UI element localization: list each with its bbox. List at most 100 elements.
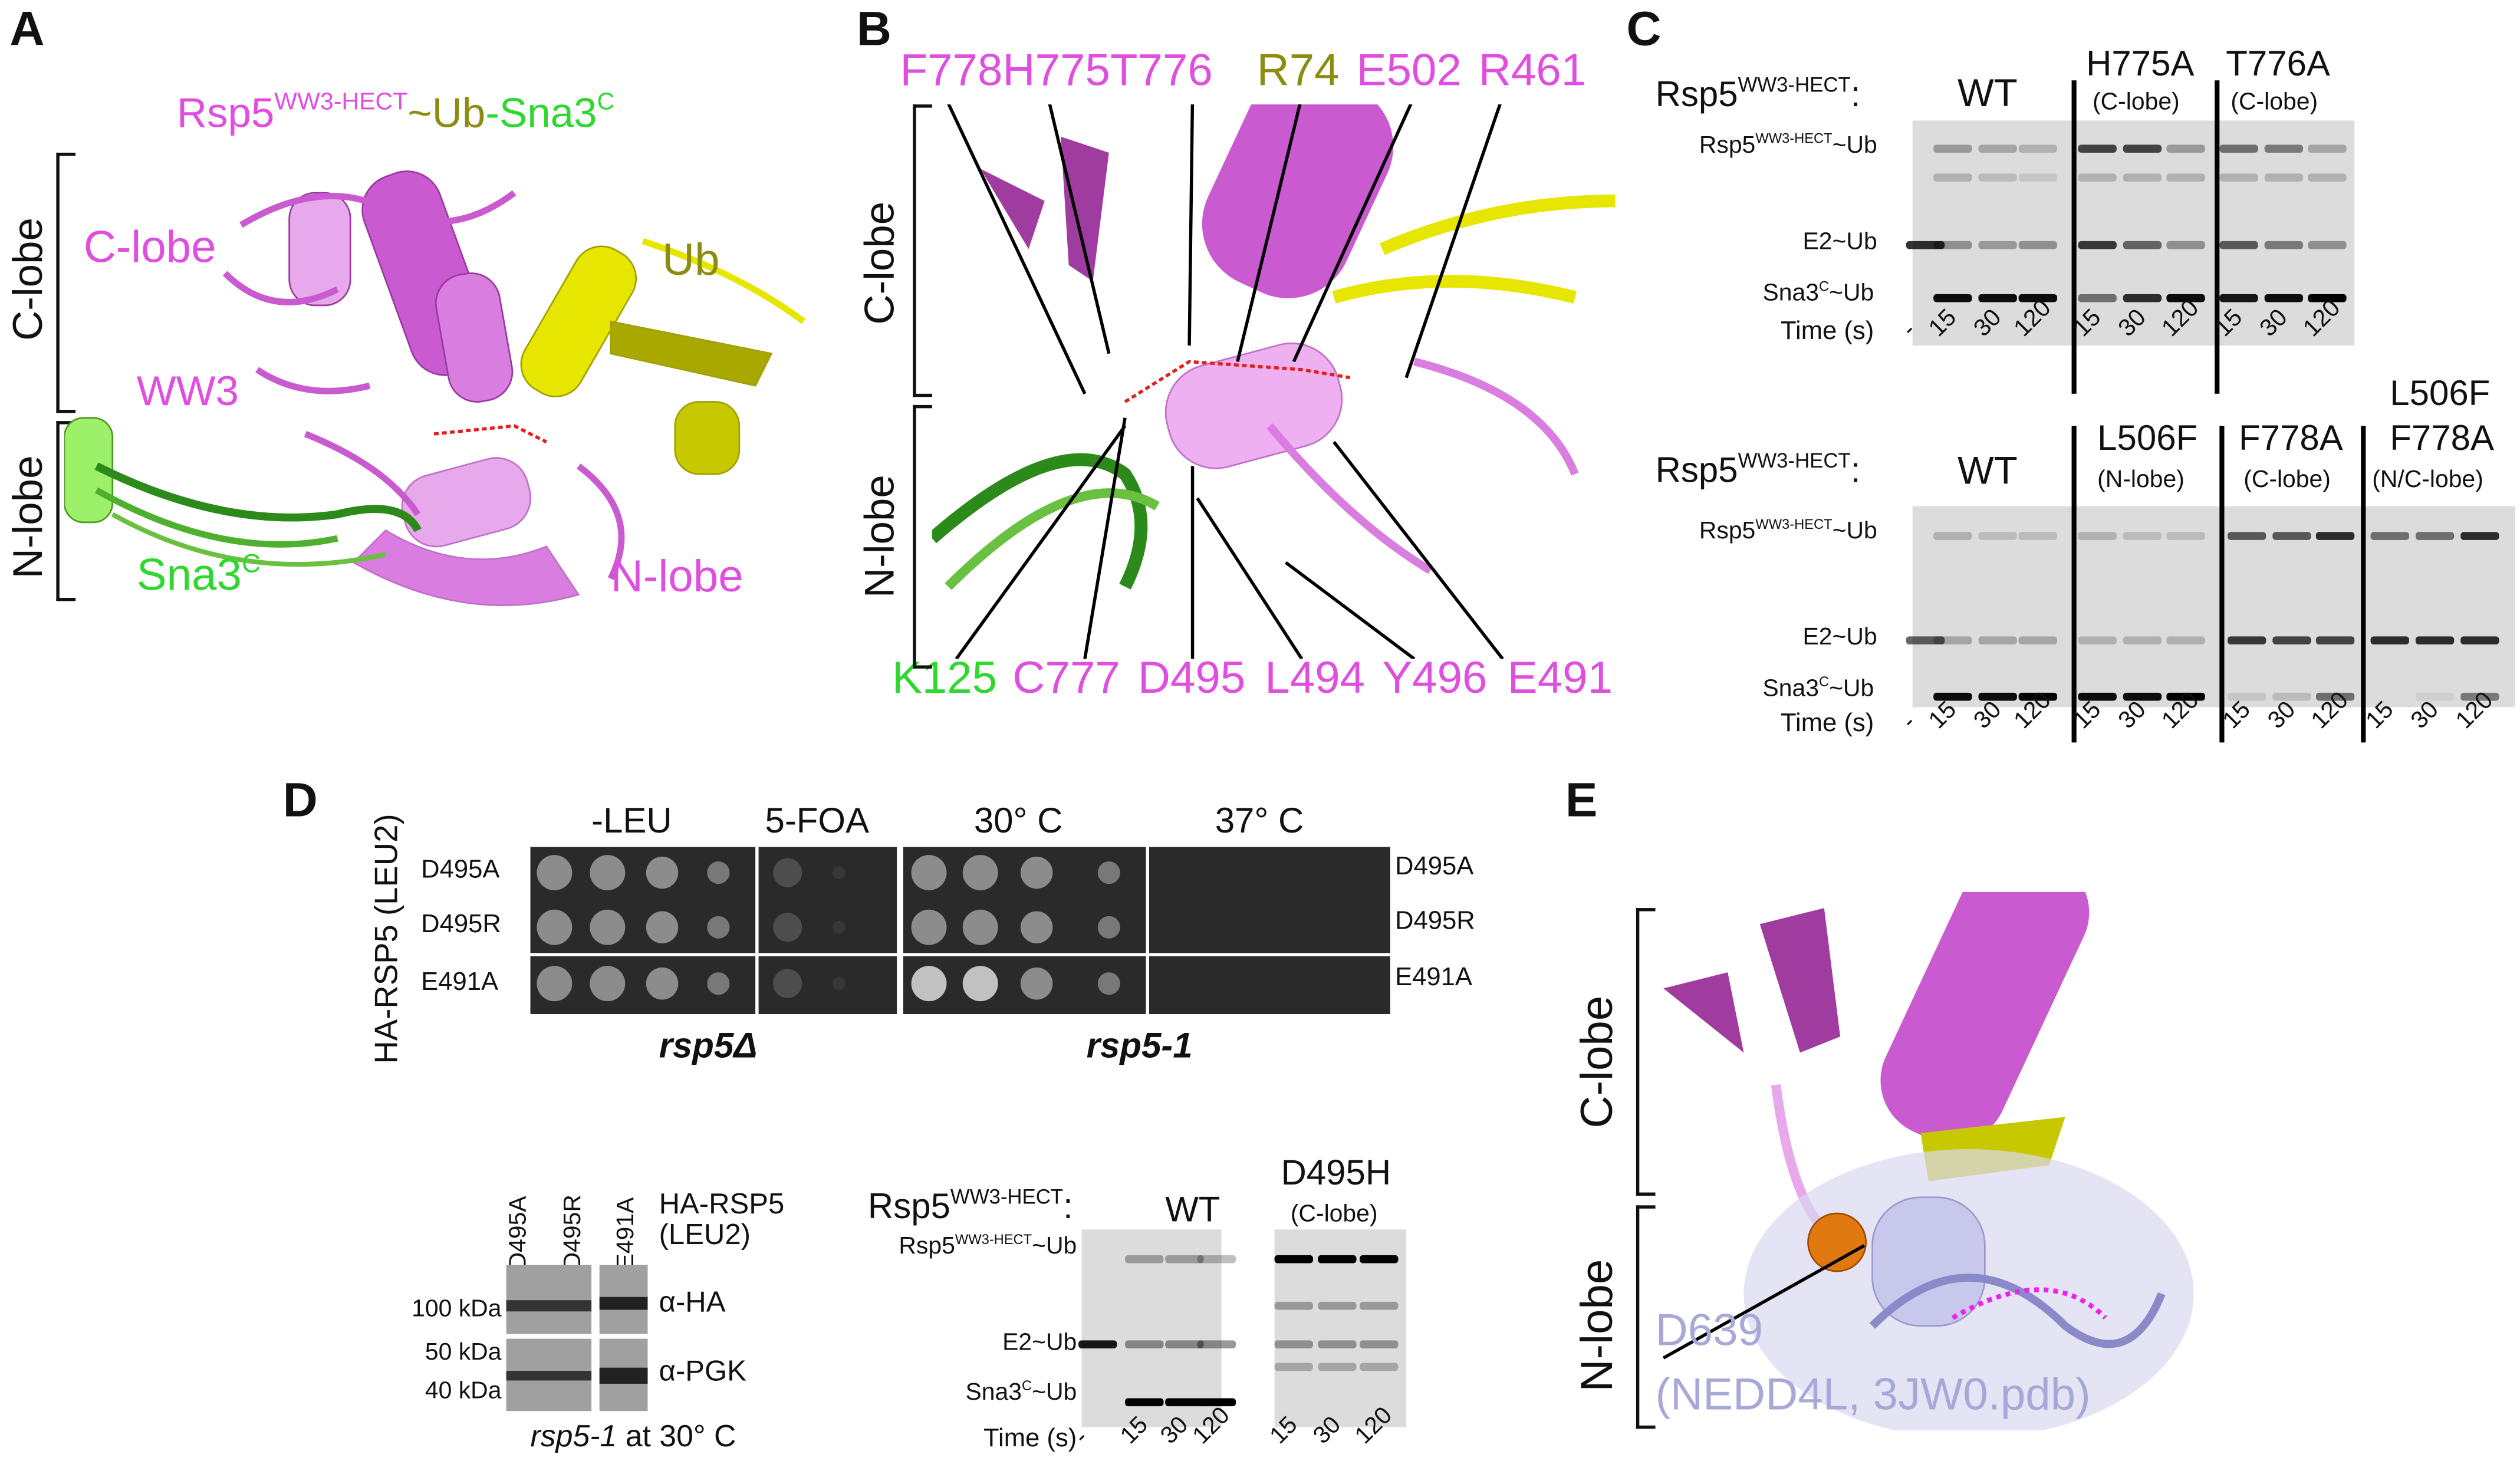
condition-37c: 37° C [1215,800,1304,841]
gel-band [1318,1363,1357,1371]
e-c-lobe-label: C-lobe [1571,995,1622,1128]
gel2-group-f778a: F778A [2239,417,2343,458]
gel-band [2315,636,2355,645]
title-sna3-sup: C [597,89,615,117]
gel-band [2415,692,2455,701]
gel1-row-e2: E2~Ub [1802,228,1877,256]
condition-5foa: 5-FOA [765,800,870,841]
gel-band [2370,532,2409,540]
strain-right-e491a: E491A [1394,964,1472,992]
yeast-spot [537,909,573,945]
yeast-spot [962,855,998,891]
gel-band [1318,1255,1357,1264]
gel-band [2415,636,2455,645]
blot-pgk-left [506,1338,592,1412]
gel-band [1978,173,2017,182]
gel-band [2018,173,2058,182]
gel2-group-double-line1: L506F [2390,373,2491,413]
gel-band [2219,241,2258,249]
yeast-spot [1097,861,1120,884]
gel-band [2460,692,2499,701]
gel-band [2018,692,2058,701]
panel-c-letter: C [1626,3,1662,57]
strain-right-d495r: D495R [1394,908,1475,936]
row-sup: C [1022,1377,1032,1394]
gel-band [2123,241,2162,249]
row-tail: ~Ub [1032,1232,1077,1261]
residue-t776: T776 [1110,45,1213,95]
gel-band [2166,636,2205,645]
residue-e502: E502 [1356,45,1462,95]
gel-band [1360,1340,1399,1348]
yeast-spot [707,972,730,995]
gel-top [1906,120,2355,346]
spot-assay-plates [530,847,1390,1014]
c-lobe-bracket [56,152,76,413]
gel-band [2308,241,2347,249]
label-ww3: WW3 [136,366,239,415]
construct-sup: WW3-HECT [1738,72,1851,97]
residue-e491: E491 [1507,652,1613,703]
ub-yellow [520,238,806,475]
gel2-group-f778a-sub: (C-lobe) [2243,466,2331,493]
h-bonds [433,424,547,444]
gel-band [1978,636,2017,645]
gel2-row-e2: E2~Ub [1802,623,1877,651]
residue-y496: Y496 [1382,652,1488,703]
label-sna3-text: Sna3 [136,550,242,600]
gel-band [2315,692,2355,701]
panel-a-title: Rsp5WW3-HECT~Ub-Sna3C [177,88,614,138]
background-rsp5-1: rsp5-1 [1086,1025,1193,1066]
gel-d-wt [1078,1229,1236,1427]
gel-band [1318,1340,1357,1348]
western-lane-d495a: D495A [504,1196,532,1270]
western-caption: rsp5-1 at 30° C [531,1421,736,1456]
e-n-lobe-label: N-lobe [1571,1259,1622,1392]
b-n-lobe-label: N-lobe [855,475,903,598]
gel-band [2078,144,2117,153]
gel-d-d495h [1274,1229,1407,1427]
gel-band [2166,173,2205,182]
gel1-group-t776a: T776A [2226,43,2330,84]
gel-band [1165,1340,1204,1348]
gel1-group-h775a-sub: (C-lobe) [2092,88,2180,116]
marker-40: 40 kDa [425,1377,502,1405]
gel2-construct: Rsp5WW3-HECT: [1655,449,1861,492]
yeast-spot [646,856,679,889]
gel-band [1125,1340,1164,1348]
gel-band [1933,692,1972,701]
gel-band [1978,532,2017,540]
gel-band [2308,173,2347,182]
yeast-spot [962,909,998,945]
gel-band [2166,241,2205,249]
structure-source: (NEDD4L, 3JW0.pdb) [1655,1369,2091,1419]
gel2-group-l506f: L506F [2097,417,2198,458]
yeast-spot [1020,967,1053,1000]
yeast-spot [773,913,802,942]
construct: Rsp5 [1655,74,1738,114]
construct-line2: (LEU2) [659,1218,751,1251]
panel-a-letter: A [9,3,45,57]
b-c-lobe-label: C-lobe [855,201,903,325]
disordered-loop [1951,1287,2107,1320]
gel-band [2123,692,2162,701]
gel-band [2166,294,2205,302]
strain-right-d495a: D495A [1394,853,1474,881]
gel2-group-wt: WT [1958,450,2018,493]
gel-band [2227,692,2266,701]
gel-band [1078,1340,1117,1348]
caption-strain: rsp5-1 [530,1420,617,1455]
gel1-group-wt: WT [1958,72,2018,116]
gel-band [1125,1255,1164,1264]
b-c-lobe-bracket [913,104,932,397]
strain-left-d495r: D495R [421,911,501,939]
gel-band [1274,1340,1313,1348]
title-rsp5-sup: WW3-HECT [274,89,408,117]
gel1-group-t776a-sub: (C-lobe) [2231,88,2318,116]
colon: : [1850,74,1861,114]
label-sna3-sup: C [241,549,261,578]
gel-band [1933,144,1972,153]
gel2-row-thioester: Rsp5WW3-HECT~Ub [1699,516,1877,545]
row-sup: WW3-HECT [1755,130,1833,146]
construct: Rsp5 [1655,450,1738,491]
